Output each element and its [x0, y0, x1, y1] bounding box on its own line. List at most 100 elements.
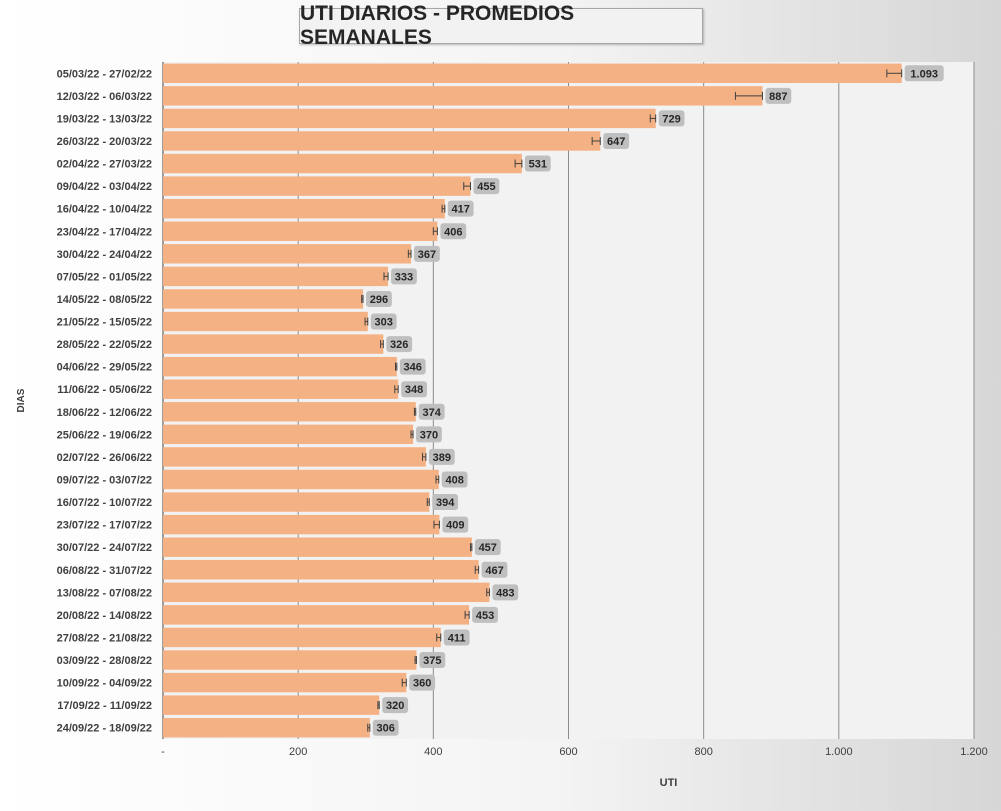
data-label: 453	[476, 610, 494, 622]
y-tick-label: 02/07/22 - 26/06/22	[57, 452, 152, 464]
data-label: 367	[418, 249, 436, 261]
data-label-background	[391, 268, 417, 285]
y-tick-label: 05/03/22 - 27/02/22	[57, 68, 152, 80]
y-tick-label: 27/08/22 - 21/08/22	[57, 632, 152, 644]
y-tick-label: 18/06/22 - 12/06/22	[57, 407, 152, 419]
data-label-background	[409, 674, 436, 691]
data-label: 887	[769, 91, 787, 103]
data-label: 348	[405, 384, 423, 396]
y-axis-title: DIAS	[16, 388, 27, 412]
y-tick-label: 30/04/22 - 24/04/22	[57, 249, 152, 261]
bar	[163, 514, 440, 535]
data-label-background	[441, 471, 468, 488]
data-label-background	[603, 132, 630, 149]
bar	[163, 176, 471, 196]
bar	[163, 718, 370, 738]
x-axis-title: UTI	[660, 777, 678, 789]
data-label-background	[472, 606, 498, 623]
y-tick-label: 30/07/22 - 24/07/22	[57, 542, 152, 554]
data-label: 370	[420, 429, 438, 441]
data-label: 320	[386, 700, 404, 712]
data-label-background	[372, 719, 399, 736]
bar	[163, 86, 763, 106]
data-label-background	[418, 403, 445, 420]
data-label: 303	[374, 317, 392, 329]
data-label-background	[442, 516, 469, 533]
data-label: 375	[423, 655, 441, 667]
bar	[163, 650, 417, 670]
data-label: 346	[404, 362, 422, 374]
bar	[163, 695, 380, 715]
bar	[163, 244, 412, 264]
x-tick-label: 800	[694, 746, 712, 758]
y-tick-label: 14/05/22 - 08/05/22	[57, 294, 152, 306]
data-label: 455	[477, 181, 495, 193]
data-label: 333	[395, 271, 413, 283]
data-label-background	[440, 223, 467, 240]
chart-title: UTI DIARIOS - PROMEDIOS SEMANALES	[299, 2, 703, 49]
data-label: 647	[607, 136, 625, 148]
y-tick-label: 03/09/22 - 28/08/22	[57, 655, 152, 667]
data-label: 1.093	[910, 68, 938, 80]
data-label-background	[416, 426, 442, 443]
bar	[163, 153, 522, 174]
data-label: 394	[436, 497, 455, 509]
bar	[163, 131, 601, 151]
data-label-background	[492, 584, 519, 601]
data-label: 417	[452, 204, 470, 216]
data-label-background	[428, 448, 455, 465]
data-label: 360	[413, 678, 431, 690]
data-label-background	[443, 629, 470, 646]
data-label: 326	[390, 339, 408, 351]
bar	[163, 402, 416, 422]
y-tick-label: 10/09/22 - 04/09/22	[57, 678, 152, 690]
data-label: 531	[529, 159, 547, 171]
bar	[163, 334, 384, 354]
bar	[163, 560, 479, 580]
data-label-background	[432, 494, 459, 511]
bar	[163, 379, 399, 399]
data-label: 306	[377, 723, 395, 735]
data-label-background	[366, 290, 392, 307]
x-tick-label: 1.200	[960, 746, 988, 758]
y-tick-label: 16/04/22 - 10/04/22	[57, 204, 152, 216]
bar	[163, 672, 407, 693]
y-tick-label: 20/08/22 - 14/08/22	[57, 610, 152, 622]
bar	[163, 108, 656, 129]
bar	[163, 356, 397, 377]
data-label: 457	[479, 542, 497, 554]
bar	[163, 289, 364, 309]
x-tick-label: 200	[289, 746, 307, 758]
bar	[163, 424, 414, 445]
y-tick-label: 21/05/22 - 15/05/22	[57, 317, 152, 329]
data-label-background	[401, 381, 427, 398]
bar	[163, 447, 426, 467]
y-tick-label: 11/06/22 - 05/06/22	[57, 384, 152, 396]
bar	[163, 311, 368, 332]
bar	[163, 605, 470, 625]
data-label-background	[370, 313, 397, 330]
bar	[163, 198, 445, 219]
bar	[163, 63, 902, 83]
data-label: 296	[370, 294, 388, 306]
bar	[163, 469, 439, 490]
data-label-background	[382, 697, 409, 714]
x-tick-label: 1.000	[825, 746, 853, 758]
data-label: 483	[496, 587, 514, 599]
y-tick-label: 04/06/22 - 29/05/22	[57, 362, 152, 374]
data-label: 411	[448, 632, 466, 644]
data-label: 374	[422, 407, 441, 419]
data-label-background	[414, 245, 440, 262]
data-label: 409	[446, 520, 464, 532]
x-tick-label: 600	[559, 746, 577, 758]
y-tick-label: 23/07/22 - 17/07/22	[57, 520, 152, 532]
y-tick-label: 26/03/22 - 20/03/22	[57, 136, 152, 148]
y-tick-label: 06/08/22 - 31/07/22	[57, 565, 152, 577]
data-label-background	[419, 652, 446, 669]
data-label-background	[481, 561, 508, 578]
y-tick-label: 09/07/22 - 03/07/22	[57, 474, 152, 486]
data-label-background	[904, 65, 944, 82]
y-tick-label: 25/06/22 - 19/06/22	[57, 429, 152, 441]
data-label-background	[474, 539, 501, 556]
x-tick-label: -	[161, 746, 165, 758]
